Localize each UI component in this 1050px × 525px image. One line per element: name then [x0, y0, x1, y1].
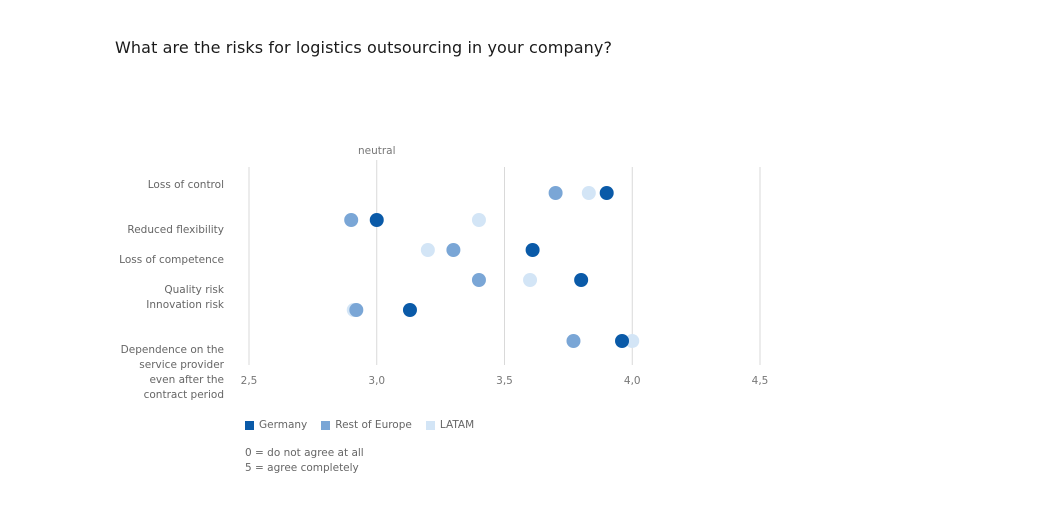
- scale-note-max: 5 = agree completely: [245, 462, 359, 474]
- point-germany-loss-of-control: [599, 186, 614, 200]
- legend-item-latam: LATAM: [425, 419, 475, 431]
- point-rest-of-europe-loss-of-control: [548, 186, 563, 200]
- point-germany-reduced-flexibility: [369, 213, 384, 227]
- x-tick-label-2-5: 2,5: [241, 375, 258, 387]
- scale-notes: 0 = do not agree at all 5 = agree comple…: [245, 446, 364, 476]
- point-rest-of-europe-innovation-risk: [349, 303, 364, 317]
- legend-swatch-rest-of-europe: [321, 420, 331, 430]
- category-label-dependence: Dependence on the service provider even …: [120, 344, 224, 401]
- point-germany-innovation-risk: [402, 303, 417, 317]
- legend-swatch-latam: [425, 420, 435, 430]
- point-latam-dependence-on-the-servic: [625, 334, 640, 348]
- category-label-quality-risk: Quality risk: [164, 284, 224, 296]
- legend-swatch-germany: [245, 420, 254, 430]
- legend-item-rest-of-europe: Rest of Europe: [321, 419, 412, 431]
- point-latam-quality-risk: [523, 273, 538, 287]
- reference-label-neutral: neutral: [358, 145, 396, 157]
- category-label-reduced-flexibility: Reduced flexibility: [127, 224, 224, 236]
- point-rest-of-europe-loss-of-competence: [446, 243, 461, 257]
- chart-title: What are the risks for logistics outsour…: [115, 38, 613, 57]
- point-rest-of-europe-reduced-flexibility: [344, 213, 359, 227]
- x-tick-label-3-0: 3,0: [368, 375, 385, 387]
- point-latam-loss-of-competence: [420, 243, 435, 257]
- legend-item-germany: Germany: [245, 419, 307, 431]
- legend: Germany Rest of Europe LATAM: [245, 419, 474, 431]
- legend-label-germany: Germany: [259, 419, 308, 431]
- point-germany-loss-of-competence: [525, 243, 540, 257]
- x-tick-label-4-5: 4,5: [752, 375, 769, 387]
- point-latam-reduced-flexibility: [471, 213, 486, 227]
- category-label-innovation-risk: Innovation risk: [146, 299, 224, 311]
- scale-note-min: 0 = do not agree at all: [245, 447, 364, 459]
- point-latam-loss-of-control: [581, 186, 596, 200]
- category-label-loss-of-control: Loss of control: [147, 179, 224, 191]
- legend-label-latam: LATAM: [439, 419, 475, 431]
- category-label-loss-of-competence: Loss of competence: [119, 254, 224, 266]
- x-tick-label-4-0: 4,0: [624, 375, 641, 387]
- point-germany-dependence-on-the-servic: [615, 334, 630, 348]
- point-rest-of-europe-quality-risk: [471, 273, 486, 287]
- point-rest-of-europe-dependence-on-the-servic: [566, 334, 581, 348]
- x-tick-label-3-5: 3,5: [496, 375, 513, 387]
- point-germany-quality-risk: [574, 273, 589, 287]
- legend-label-rest-of-europe: Rest of Europe: [335, 419, 412, 431]
